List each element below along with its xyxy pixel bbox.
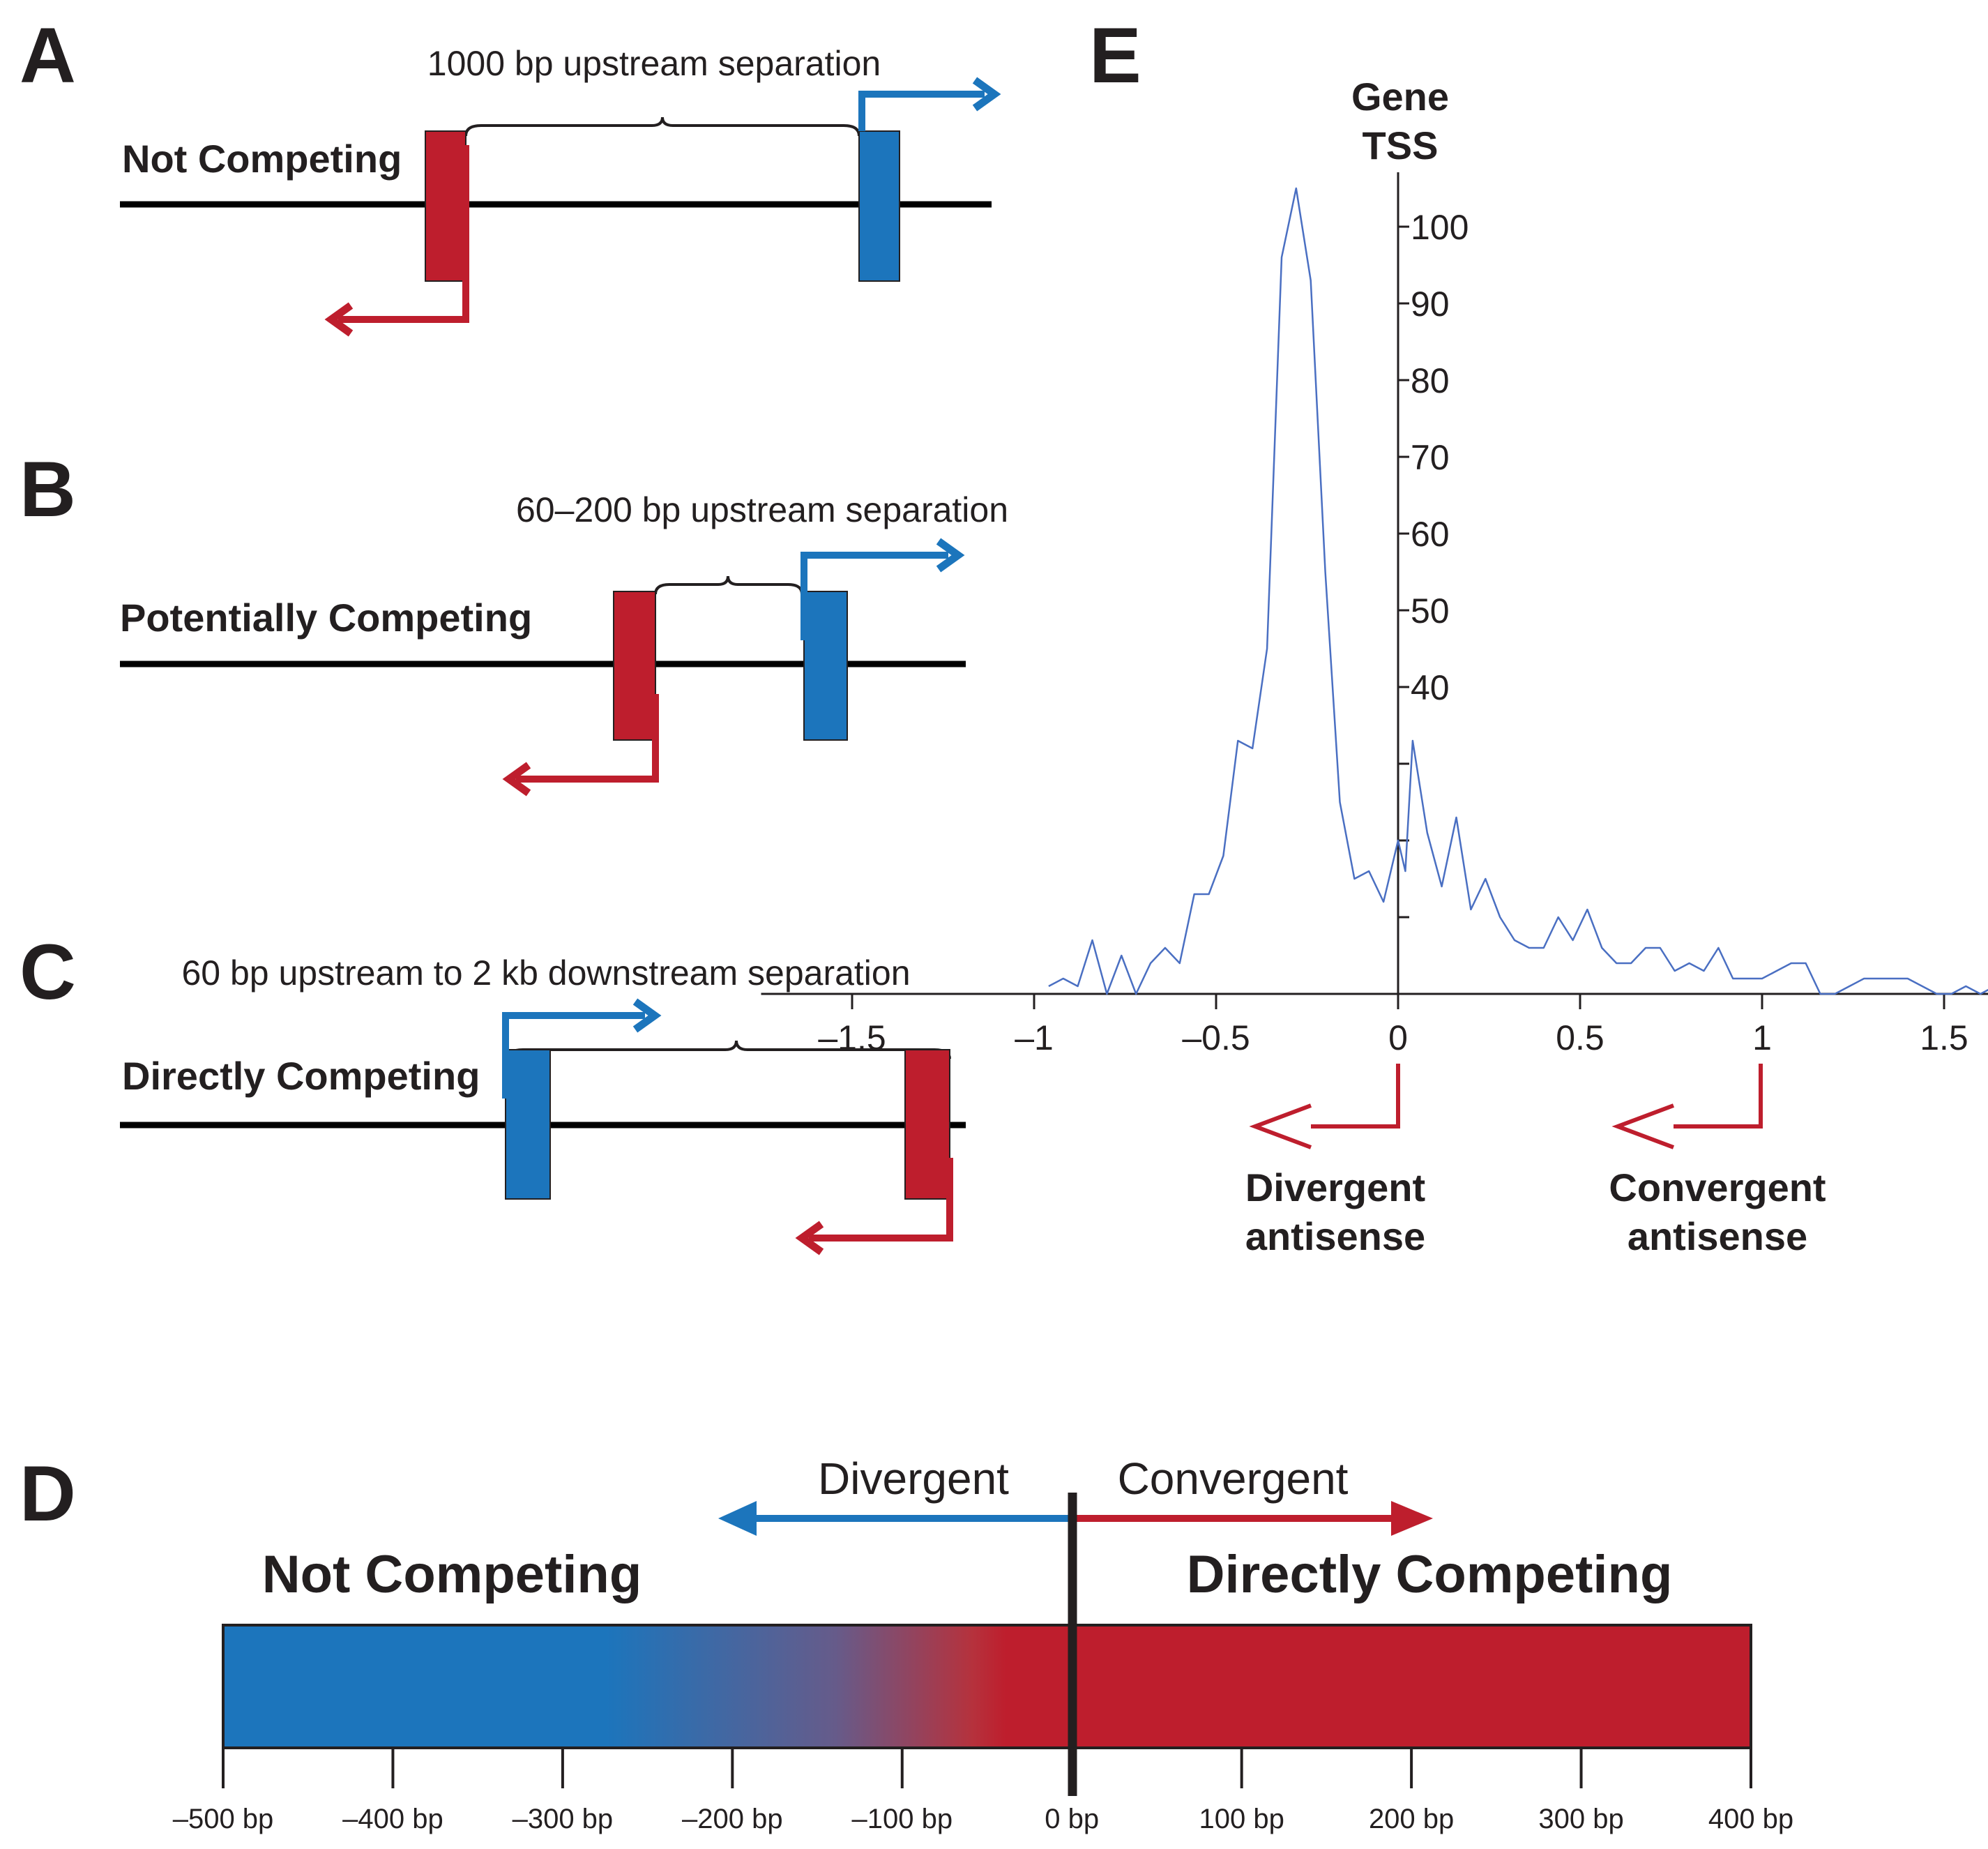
divergent-antisense-label-line2: antisense (1245, 1214, 1425, 1258)
x-tick-label: 1 (1752, 1018, 1772, 1057)
y-tick-label: 70 (1411, 438, 1450, 477)
panel-d-tick-label: 400 bp (1708, 1804, 1793, 1834)
panel-d: D Divergent Convergent Not Competing Dir… (20, 1450, 1793, 1834)
panel-d-divergent-label: Divergent (818, 1454, 1009, 1504)
panel-c-gene-arrow-stem (502, 1012, 645, 1099)
panel-d-letter: D (20, 1450, 76, 1537)
y-tick-label: 40 (1411, 668, 1450, 707)
x-tick-label: 0 (1388, 1018, 1408, 1057)
panel-d-tick-label: 100 bp (1199, 1804, 1284, 1834)
gene-tss-label-line2: TSS (1363, 123, 1439, 167)
panel-a: A 1000 bp upstream separation Not Compet… (20, 12, 1001, 337)
panel-b-gene-arrow-stem (800, 552, 948, 640)
panel-c-separation-label: 60 bp upstream to 2 kb downstream separa… (181, 953, 910, 993)
panel-d-tick-label: 200 bp (1369, 1804, 1454, 1834)
panel-a-separation-label: 1000 bp upstream separation (427, 44, 881, 83)
divergent-antisense-label-line1: Divergent (1245, 1165, 1425, 1209)
panel-a-letter: A (20, 12, 76, 99)
panel-d-tick-label: 300 bp (1538, 1804, 1623, 1834)
panel-a-gene-promoter-box (858, 130, 900, 282)
x-tick-label: –1 (1015, 1018, 1054, 1057)
series-line (1048, 187, 1988, 995)
x-tick-label: –0.5 (1182, 1018, 1250, 1057)
y-tick-label: 100 (1411, 208, 1469, 247)
panel-b-antisense-arrowhead-icon (502, 762, 531, 797)
panel-e: E Gene TSS –1.5–1–0.500.511.522.53405060… (761, 12, 1988, 1258)
panel-b-antisense-arrow-stem (516, 694, 659, 783)
convergent-marker-stem (1674, 1064, 1763, 1129)
panel-b-separation-label: 60–200 bp upstream separation (516, 490, 1008, 529)
convergent-marker-arrowhead-icon (1611, 1103, 1675, 1149)
panel-e-chart: –1.5–1–0.500.511.522.53405060708090100 (761, 172, 1988, 1057)
panel-a-gene-arrowhead-icon (972, 77, 1001, 112)
panel-d-tick-label: –300 bp (513, 1804, 614, 1834)
panel-a-antisense-promoter-box (425, 130, 466, 282)
panel-a-gene-arrow-stem (858, 91, 985, 131)
panel-b-antisense-promoter-box (613, 591, 656, 741)
panel-c-antisense-arrowhead-icon (795, 1221, 824, 1255)
panel-c: C 60 bp upstream to 2 kb downstream sepa… (20, 928, 966, 1255)
panel-c-antisense-arrow-stem (809, 1158, 953, 1242)
convergent-antisense-label-line2: antisense (1627, 1214, 1807, 1258)
panel-d-tick-label: –400 bp (342, 1804, 443, 1834)
panel-a-antisense-arrowhead-icon (324, 302, 354, 337)
panel-a-row-label: Not Competing (122, 137, 402, 181)
y-tick-label: 50 (1411, 591, 1450, 631)
y-tick-label: 60 (1411, 515, 1450, 554)
panel-d-convergent-label: Convergent (1118, 1454, 1349, 1504)
gene-tss-label-line1: Gene (1351, 75, 1449, 119)
y-tick-label: 80 (1411, 361, 1450, 400)
panel-d-tick-label: –200 bp (682, 1804, 783, 1834)
panel-d-directly-competing-label: Directly Competing (1187, 1545, 1673, 1604)
panel-d-tick-label: –500 bp (173, 1804, 274, 1834)
convergent-antisense-label-line1: Convergent (1609, 1165, 1826, 1209)
panel-c-row-label: Directly Competing (122, 1054, 480, 1098)
panel-d-convergent-arrowhead-icon (1391, 1501, 1433, 1536)
panel-e-letter: E (1089, 12, 1141, 99)
panel-b-gene-arrowhead-icon (936, 538, 965, 573)
panel-c-letter: C (20, 928, 76, 1016)
panel-d-tick-label: –100 bp (851, 1804, 953, 1834)
panel-d-axis: –500 bp –400 bp –300 bp –200 bp –100 bp 0 bp 1… (173, 1746, 1793, 1834)
panel-c-gene-promoter-box (505, 1049, 551, 1200)
panel-d-tick-label: 0 bp (1045, 1804, 1099, 1834)
panel-b-letter: B (20, 446, 76, 533)
panel-d-gradient-bar-right (1072, 1625, 1751, 1748)
x-tick-label: 1.5 (1920, 1018, 1968, 1057)
panel-d-divergent-arrowhead-icon (718, 1501, 757, 1536)
panel-b-row-label: Potentially Competing (120, 596, 532, 640)
panel-b-brace (654, 575, 803, 595)
panel-d-not-competing-label: Not Competing (262, 1545, 642, 1604)
panel-c-antisense-promoter-box (904, 1049, 950, 1200)
x-tick-label: 0.5 (1556, 1018, 1604, 1057)
panel-b-gene-promoter-box (803, 591, 848, 741)
divergent-marker-stem (1311, 1064, 1400, 1129)
panel-b: B 60–200 bp upstream separation Potentia… (20, 446, 1008, 797)
panel-a-brace (464, 116, 860, 137)
divergent-marker-arrowhead-icon (1249, 1103, 1312, 1149)
panel-a-antisense-arrow-stem (338, 145, 469, 323)
x-tick-label: –1.5 (818, 1018, 886, 1057)
y-tick-label: 90 (1411, 285, 1450, 324)
panel-c-gene-arrowhead-icon (632, 998, 662, 1033)
panel-d-gradient-bar-left (223, 1625, 1074, 1748)
